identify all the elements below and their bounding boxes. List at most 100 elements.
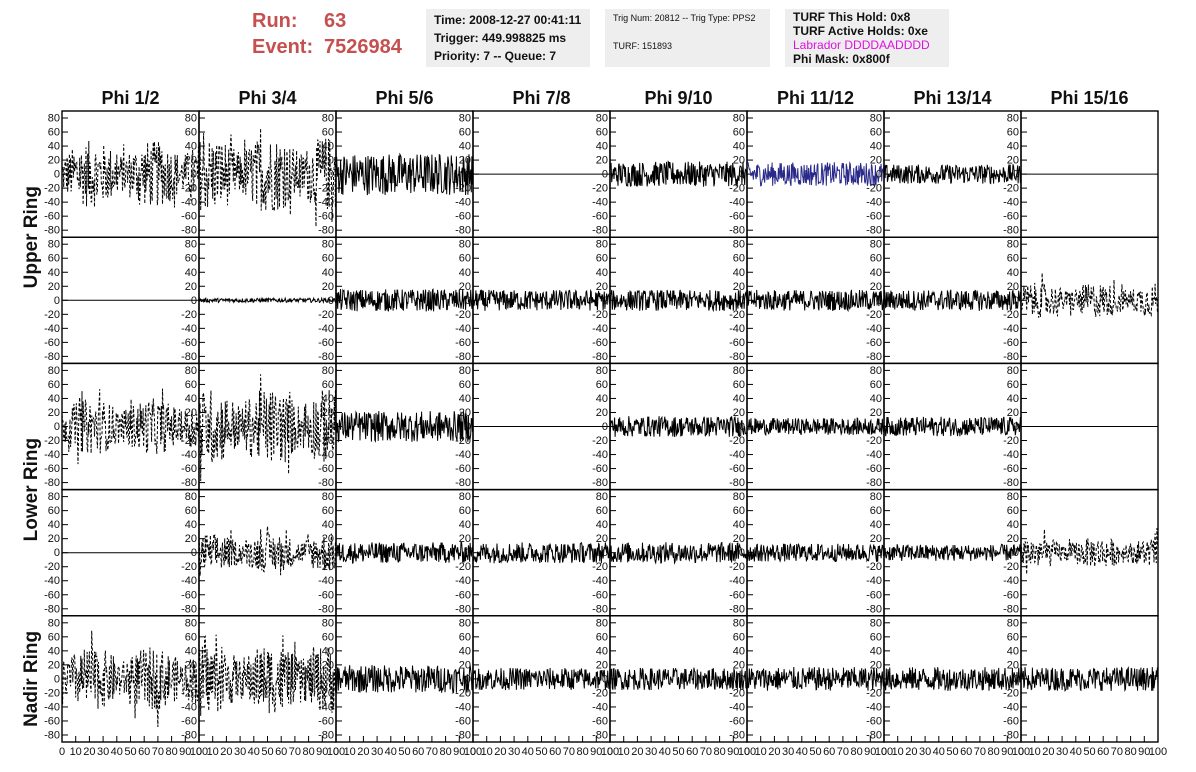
y-tick-label: 40 <box>596 645 608 657</box>
y-tick-label: -60 <box>729 589 745 601</box>
y-tick-label: 0 <box>191 673 197 685</box>
y-tick-label: 80 <box>48 365 60 377</box>
y-tick-label: 80 <box>48 617 60 629</box>
x-tick-label: 60 <box>686 746 698 758</box>
waveform-trace <box>609 667 748 691</box>
y-tick-label: 40 <box>185 393 197 405</box>
waveform-trace <box>472 542 611 564</box>
run-row: Run: 63 <box>252 8 402 34</box>
waveform-trace <box>335 410 474 443</box>
y-tick-label: 40 <box>733 141 745 153</box>
y-tick-label: 60 <box>1007 631 1019 643</box>
y-tick-label: -20 <box>455 183 471 195</box>
y-tick-label: -80 <box>44 351 60 363</box>
y-tick-label: 80 <box>870 491 882 503</box>
y-tick-label: 40 <box>48 141 60 153</box>
x-tick-label: 80 <box>576 746 588 758</box>
y-tick-label: 40 <box>322 393 334 405</box>
x-tick-label: 50 <box>261 746 273 758</box>
y-tick-label: -80 <box>455 603 471 615</box>
x-tick-label: 20 <box>220 746 232 758</box>
x-tick-label: 10 <box>755 746 767 758</box>
y-tick-label: 60 <box>459 505 471 517</box>
x-tick-label: 40 <box>522 746 534 758</box>
x-tick-label: 0 <box>881 746 887 758</box>
y-tick-label: -40 <box>318 575 334 587</box>
y-tick-label: -40 <box>729 449 745 461</box>
y-tick-label: -60 <box>44 463 60 475</box>
y-tick-label: -60 <box>181 211 197 223</box>
run-event-box: Run: 63 Event: 7526984 <box>252 8 402 60</box>
y-tick-label: 40 <box>1007 645 1019 657</box>
y-tick-label: -20 <box>866 435 882 447</box>
x-tick-label: 50 <box>809 746 821 758</box>
y-tick-label: 80 <box>870 113 882 125</box>
y-tick-label: 60 <box>322 631 334 643</box>
y-tick-label: 80 <box>733 617 745 629</box>
waveform-trace <box>883 667 1022 691</box>
y-tick-label: -60 <box>44 589 60 601</box>
y-tick-label: 60 <box>459 631 471 643</box>
y-tick-label: 20 <box>870 155 882 167</box>
x-tick-label: 20 <box>83 746 95 758</box>
y-tick-label: 40 <box>185 519 197 531</box>
y-tick-label: 60 <box>596 505 608 517</box>
y-tick-label: 0 <box>465 169 471 181</box>
y-tick-label: 60 <box>1007 505 1019 517</box>
y-tick-label: -20 <box>729 687 745 699</box>
waveform-trace <box>609 160 748 187</box>
y-tick-label: 60 <box>459 127 471 139</box>
y-tick-label: 80 <box>870 239 882 251</box>
waveform-trace <box>61 140 200 208</box>
y-tick-label: 60 <box>596 631 608 643</box>
y-tick-label: 40 <box>733 393 745 405</box>
y-tick-label: -40 <box>866 449 882 461</box>
y-tick-label: -40 <box>181 701 197 713</box>
y-tick-label: -80 <box>1003 603 1019 615</box>
y-tick-label: -40 <box>592 449 608 461</box>
waveform-trace <box>61 388 200 465</box>
y-tick-label: -80 <box>455 351 471 363</box>
y-tick-label: 60 <box>459 253 471 265</box>
x-tick-label: 60 <box>412 746 424 758</box>
y-tick-label: -60 <box>455 463 471 475</box>
y-tick-label: -80 <box>455 729 471 741</box>
waveform-trace <box>198 634 337 716</box>
waveform-trace <box>335 152 474 196</box>
y-tick-label: 40 <box>733 645 745 657</box>
y-tick-label: 20 <box>459 533 471 545</box>
x-tick-label: 90 <box>590 746 602 758</box>
y-tick-label: -60 <box>592 463 608 475</box>
y-tick-label: 20 <box>185 281 197 293</box>
x-tick-label: 100 <box>875 746 893 758</box>
y-tick-label: 60 <box>185 631 197 643</box>
trigger-text: Trigger: 449.998825 ms <box>434 31 567 45</box>
y-tick-label: -80 <box>592 351 608 363</box>
y-tick-label: 40 <box>459 141 471 153</box>
y-tick-label: 20 <box>870 281 882 293</box>
y-tick-label: 0 <box>602 421 608 433</box>
waveform-trace <box>746 417 885 437</box>
y-tick-label: -40 <box>181 197 197 209</box>
y-tick-label: -20 <box>592 561 608 573</box>
x-tick-label: 60 <box>1097 746 1109 758</box>
y-tick-label: 0 <box>602 295 608 307</box>
x-tick-label: 100 <box>464 746 482 758</box>
x-tick-label: 60 <box>823 746 835 758</box>
y-tick-label: -40 <box>592 323 608 335</box>
y-tick-label: -40 <box>455 449 471 461</box>
y-tick-label: 0 <box>739 421 745 433</box>
y-tick-label: 80 <box>185 113 197 125</box>
trig-box: Trig Num: 20812 -- Trig Type: PPS2 TURF:… <box>605 9 770 67</box>
y-tick-label: -40 <box>1003 701 1019 713</box>
y-tick-label: 80 <box>1007 113 1019 125</box>
y-tick-label: -40 <box>455 323 471 335</box>
y-tick-label: 80 <box>322 365 334 377</box>
y-tick-label: -60 <box>318 337 334 349</box>
turf-num-text: TURF: 151893 <box>613 41 673 51</box>
x-tick-label: 50 <box>535 746 547 758</box>
y-tick-label: 0 <box>328 673 334 685</box>
x-tick-label: 90 <box>316 746 328 758</box>
y-tick-label: -80 <box>455 477 471 489</box>
y-tick-label: 20 <box>870 533 882 545</box>
